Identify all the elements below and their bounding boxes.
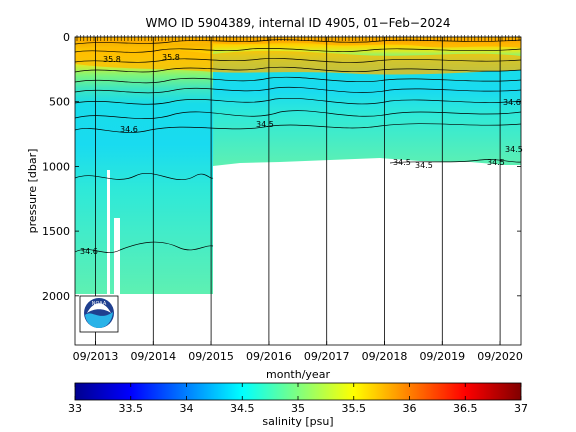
contour-line bbox=[75, 110, 521, 119]
contour-label: 34.6 bbox=[120, 125, 138, 134]
contour-label: 34.5 bbox=[256, 120, 274, 129]
contour-label: 34.6 bbox=[503, 98, 521, 107]
surface-variability bbox=[75, 37, 521, 48]
logo-text: NOAA bbox=[92, 301, 107, 307]
logo-bird bbox=[87, 303, 111, 313]
y-tick-label: 1000 bbox=[42, 160, 70, 173]
contour-label: 35.8 bbox=[103, 55, 121, 64]
colorbar-tick-label: 33.5 bbox=[119, 402, 144, 415]
colorbar-tick-label: 37 bbox=[514, 402, 528, 415]
contour-label: 34.5 bbox=[505, 145, 523, 154]
x-tick-label: 09/2017 bbox=[304, 350, 350, 363]
x-tick-label: 09/2020 bbox=[477, 350, 523, 363]
contour-line bbox=[75, 123, 521, 133]
colorbar-label: salinity [psu] bbox=[262, 415, 333, 428]
salinity-field bbox=[75, 37, 521, 294]
x-tick-label: 09/2019 bbox=[419, 350, 465, 363]
contour-line bbox=[75, 66, 521, 73]
y-tick-label: 2000 bbox=[42, 290, 70, 303]
colorbar-tick-label: 33 bbox=[68, 402, 82, 415]
colorbar-tick-label: 34.5 bbox=[230, 402, 255, 415]
contour-line bbox=[75, 86, 521, 94]
contour-line bbox=[389, 159, 521, 164]
colorbar-tick-label: 36 bbox=[403, 402, 417, 415]
noaa-logo: NOAA bbox=[79, 295, 119, 333]
y-tick-label: 1500 bbox=[42, 225, 70, 238]
contour-label: 34.5 bbox=[487, 158, 505, 167]
x-tick-label: 09/2013 bbox=[73, 350, 119, 363]
profile-ticks bbox=[76, 35, 520, 41]
y-tick-label: 500 bbox=[49, 96, 70, 109]
logo-wave bbox=[85, 312, 113, 328]
x-tick-label: 09/2016 bbox=[246, 350, 292, 363]
colorbar-tick-label: 35 bbox=[291, 402, 305, 415]
data-gap-2 bbox=[114, 218, 120, 294]
colorbar-tick-label: 36.5 bbox=[453, 402, 478, 415]
x-tick-label: 09/2015 bbox=[188, 350, 234, 363]
contour-label: 34.6 bbox=[80, 247, 98, 256]
contour-line bbox=[75, 58, 521, 63]
contour-line bbox=[75, 97, 521, 105]
data-gap-1 bbox=[107, 170, 110, 294]
y-axis-label: pressure [dbar] bbox=[26, 149, 39, 234]
y-axis: 0 500 1000 1500 2000 bbox=[42, 31, 521, 303]
contour-label: 35.8 bbox=[162, 53, 180, 62]
salinity-contours bbox=[75, 39, 521, 253]
contour-label: 34.5 bbox=[415, 161, 433, 170]
colorbar-ticks: 33 33.5 34 34.5 35 35.5 36 36.5 37 bbox=[68, 383, 528, 415]
contour-line bbox=[75, 173, 214, 181]
colorbar-tick-label: 34 bbox=[180, 402, 194, 415]
colorbar-tick-label: 35.5 bbox=[342, 402, 367, 415]
x-axis: 09/2013 09/2014 09/2015 09/2016 09/2017 09/20… bbox=[73, 341, 523, 363]
year-markers bbox=[95, 37, 501, 345]
contour-line bbox=[75, 39, 521, 45]
x-tick-label: 09/2018 bbox=[362, 350, 408, 363]
high-salinity-core bbox=[75, 47, 521, 75]
chart-title: WMO ID 5904389, internal ID 4905, 01−Feb… bbox=[146, 16, 451, 30]
plot-frame bbox=[74, 36, 522, 346]
contour-line bbox=[75, 76, 521, 84]
x-axis-label: month/year bbox=[266, 368, 330, 381]
contour-line bbox=[75, 241, 214, 253]
x-tick-label: 09/2014 bbox=[130, 350, 176, 363]
contour-label: 34.5 bbox=[393, 158, 411, 167]
contour-line bbox=[75, 48, 521, 53]
contour-labels: 35.8 35.8 34.5 34.6 34.5 34.5 34.5 34.6 … bbox=[80, 53, 523, 256]
y-tick-label: 0 bbox=[63, 31, 70, 44]
